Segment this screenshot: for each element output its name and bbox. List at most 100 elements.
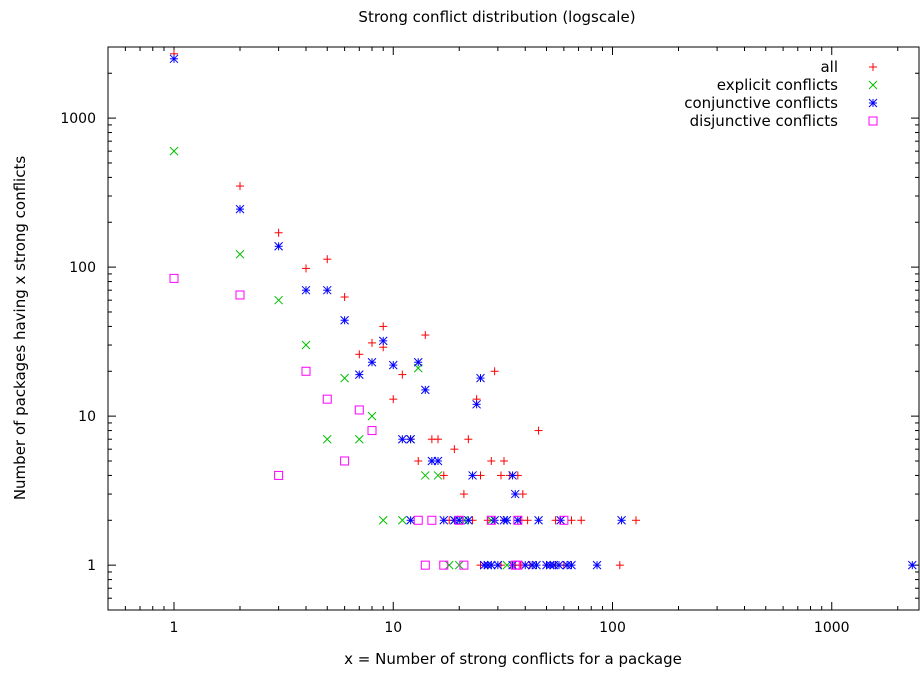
y-axis-label: Number of packages having x strong confl… bbox=[11, 156, 29, 501]
data-point bbox=[518, 490, 527, 499]
data-point bbox=[322, 285, 332, 295]
data-point bbox=[534, 426, 543, 435]
data-point bbox=[486, 515, 496, 525]
data-point bbox=[454, 560, 464, 570]
chart-title: Strong conflict distribution (logscale) bbox=[358, 8, 635, 26]
x-axis: 1 10 100 1000 bbox=[107, 47, 899, 636]
data-point bbox=[322, 394, 332, 404]
y-tick-label: 10 bbox=[78, 409, 96, 425]
data-point bbox=[508, 471, 517, 480]
data-point bbox=[427, 456, 437, 466]
data-point bbox=[567, 560, 576, 570]
data-point bbox=[367, 426, 377, 436]
data-point bbox=[274, 295, 283, 305]
x-tick-label: 1000 bbox=[814, 620, 850, 636]
data-point bbox=[389, 395, 398, 404]
data-point bbox=[427, 515, 437, 525]
series-disjunctive-conflicts bbox=[169, 273, 569, 570]
data-point bbox=[367, 357, 377, 367]
data-point bbox=[379, 322, 388, 331]
data-point bbox=[397, 434, 407, 444]
data-point bbox=[414, 456, 423, 465]
data-point bbox=[368, 338, 377, 347]
data-point bbox=[454, 515, 464, 525]
data-point bbox=[413, 515, 423, 525]
data-point bbox=[169, 146, 179, 156]
data-point bbox=[406, 515, 415, 525]
data-point bbox=[397, 515, 407, 525]
data-point bbox=[559, 515, 569, 525]
data-point bbox=[444, 560, 454, 570]
data-point bbox=[459, 490, 468, 499]
legend-label: conjunctive conflicts bbox=[684, 94, 838, 112]
data-point bbox=[235, 249, 245, 259]
data-point bbox=[617, 515, 626, 525]
data-point bbox=[476, 373, 485, 383]
data-point bbox=[463, 515, 473, 525]
data-point bbox=[354, 434, 364, 444]
legend-marker bbox=[869, 63, 877, 71]
data-point bbox=[439, 471, 448, 480]
data-point bbox=[302, 264, 311, 273]
data-point bbox=[472, 399, 481, 409]
data-point bbox=[562, 560, 572, 570]
data-point bbox=[323, 255, 332, 264]
data-point bbox=[439, 560, 449, 570]
data-point bbox=[301, 340, 311, 350]
y-tick-label: 1 bbox=[87, 558, 96, 574]
data-point bbox=[577, 516, 586, 525]
x-tick-label: 1 bbox=[170, 620, 179, 636]
data-point bbox=[398, 370, 407, 379]
data-point bbox=[513, 515, 523, 525]
data-points bbox=[169, 49, 917, 570]
data-point bbox=[439, 515, 449, 525]
data-point bbox=[510, 489, 520, 499]
data-point bbox=[490, 515, 499, 525]
data-point bbox=[340, 315, 349, 325]
data-point bbox=[354, 405, 364, 415]
series-explicit-conflicts bbox=[169, 146, 512, 570]
data-point bbox=[274, 241, 283, 251]
data-point bbox=[513, 560, 523, 570]
data-point bbox=[459, 560, 469, 570]
data-point bbox=[615, 561, 624, 570]
data-point bbox=[513, 515, 523, 525]
data-point bbox=[527, 560, 537, 570]
data-point bbox=[420, 385, 430, 395]
data-point bbox=[567, 516, 576, 525]
data-point bbox=[476, 471, 485, 480]
data-point bbox=[464, 435, 473, 444]
data-point bbox=[532, 560, 541, 570]
data-point bbox=[322, 434, 332, 444]
data-point bbox=[420, 560, 430, 570]
data-point bbox=[450, 445, 459, 454]
legend-marker bbox=[868, 98, 878, 108]
data-point bbox=[508, 560, 517, 570]
x-axis-label: x = Number of strong conflicts for a pac… bbox=[344, 650, 682, 668]
data-point bbox=[169, 54, 179, 64]
data-point bbox=[236, 182, 245, 191]
data-point bbox=[486, 560, 496, 570]
data-point bbox=[388, 360, 398, 370]
legend-marker bbox=[868, 116, 878, 126]
data-point bbox=[420, 471, 430, 480]
data-point bbox=[500, 456, 509, 465]
data-point bbox=[301, 285, 311, 295]
data-point bbox=[468, 471, 477, 480]
data-point bbox=[367, 411, 377, 421]
data-point bbox=[340, 456, 350, 466]
data-point bbox=[534, 515, 543, 525]
data-point bbox=[433, 471, 443, 480]
data-point bbox=[487, 456, 496, 465]
data-point bbox=[421, 331, 430, 340]
data-point bbox=[413, 357, 423, 367]
data-point bbox=[274, 470, 284, 480]
data-point bbox=[496, 471, 505, 480]
data-point bbox=[502, 515, 512, 525]
data-point bbox=[556, 515, 565, 525]
data-point bbox=[378, 515, 388, 525]
series-all bbox=[170, 49, 641, 570]
data-point bbox=[406, 434, 415, 444]
